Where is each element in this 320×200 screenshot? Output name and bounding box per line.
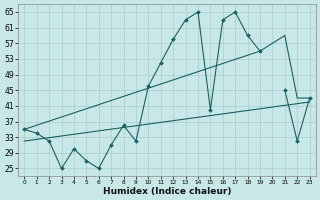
X-axis label: Humidex (Indice chaleur): Humidex (Indice chaleur) [103, 187, 231, 196]
